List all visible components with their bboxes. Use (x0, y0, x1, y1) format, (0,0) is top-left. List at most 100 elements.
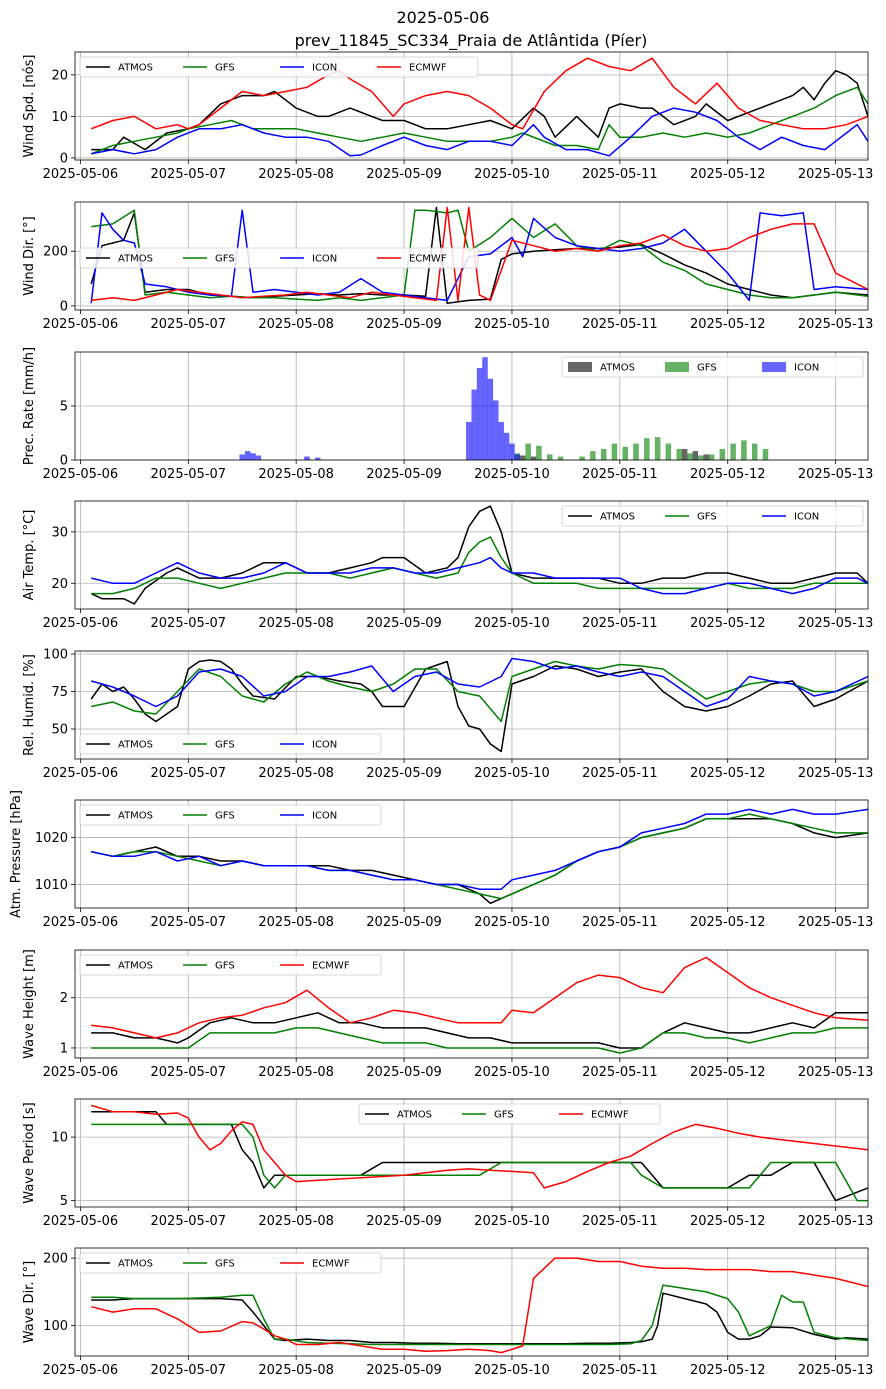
x-tick-label: 2025-05-11 (582, 1363, 658, 1378)
y-tick-label: 1 (60, 1041, 68, 1056)
legend: ATMOS GFS ICON (561, 505, 864, 527)
x-tick-label: 2025-05-07 (151, 1363, 227, 1378)
bar-icon (476, 368, 483, 460)
legend-label: GFS (494, 1110, 514, 1121)
x-tick-label: 2025-05-12 (690, 467, 766, 482)
legend-label: ATMOS (397, 1110, 432, 1121)
x-tick-label: 2025-05-08 (258, 167, 334, 182)
bar-atmos (703, 454, 709, 460)
legend-label: GFS (215, 811, 235, 822)
y-tick-label: 0 (60, 454, 68, 469)
y-axis-label: Atm. Pressure [hPa] (9, 790, 24, 918)
y-tick-label: 20 (51, 68, 68, 83)
legend-label: ECMWF (409, 63, 447, 74)
x-tick-label: 2025-05-13 (798, 1363, 874, 1378)
bar-gfs (730, 443, 736, 460)
bar-gfs (752, 443, 758, 460)
axes-frame (74, 500, 869, 610)
legend-label: GFS (215, 740, 235, 751)
panel-9: 2025-05-06 2025-05-07 2025-05-08 2025-05-09… (22, 1247, 874, 1378)
legend: ATMOS GFS ICON ECMWF (79, 247, 479, 269)
series-line-icon (91, 808, 868, 890)
bar-gfs (644, 438, 650, 460)
y-axis-label: Prec. Rate [mm/h] (22, 347, 37, 465)
series-line-icon (90, 657, 868, 708)
x-tick-label: 2025-05-06 (43, 766, 119, 781)
bar-gfs (611, 443, 618, 460)
y-axis-label: Rel. Humid. [%] (22, 654, 37, 756)
bar-icon (498, 422, 504, 460)
x-tick-label: 2025-05-08 (258, 616, 334, 631)
x-tick-label: 2025-05-11 (582, 167, 658, 182)
x-tick-label: 2025-05-12 (690, 1214, 766, 1229)
x-tick-label: 2025-05-11 (582, 766, 658, 781)
legend-label: ATMOS (600, 363, 635, 374)
x-tick-label: 2025-05-13 (798, 1065, 874, 1080)
x-tick-label: 2025-05-09 (366, 1214, 442, 1229)
legend-label: GFS (215, 254, 235, 265)
bar-atmos (530, 456, 537, 460)
bar-gfs (741, 440, 747, 460)
x-tick-label: 2025-05-07 (151, 766, 227, 781)
bar-icon (493, 400, 499, 460)
bar-gfs (633, 443, 639, 460)
series-line-ecmwf (91, 1257, 868, 1354)
legend-label: ICON (794, 512, 819, 523)
x-tick-label: 2025-05-12 (690, 1363, 766, 1378)
x-tick-label: 2025-05-06 (43, 317, 119, 332)
legend-label: ATMOS (118, 811, 153, 822)
figure-title: 2025-05-06 (397, 8, 490, 27)
y-tick-label: 200 (43, 1252, 68, 1267)
panel-8: 2025-05-06 2025-05-07 2025-05-08 2025-05-09… (22, 1098, 873, 1229)
axes-frame (74, 1247, 869, 1357)
series-line-atmos (91, 1292, 868, 1345)
x-tick-label: 2025-05-11 (582, 1065, 658, 1080)
plot-area (90, 1104, 868, 1202)
x-tick-label: 2025-05-10 (474, 317, 550, 332)
axes-frame (74, 1098, 869, 1208)
x-tick-label: 2025-05-09 (366, 1363, 442, 1378)
series-line-atmos (91, 818, 868, 905)
legend: ATMOS GFS ECMWF (79, 1252, 382, 1274)
legend-label: ICON (312, 254, 337, 265)
panel-1: 2025-05-06 2025-05-07 2025-05-08 2025-05-09… (22, 51, 873, 182)
bar-icon (471, 389, 477, 460)
series-line-atmos (90, 659, 868, 753)
y-tick-label: 5 (60, 400, 68, 415)
y-axis-label: Wave Height [m] (22, 949, 37, 1059)
x-tick-label: 2025-05-09 (366, 1065, 442, 1080)
bar-gfs (698, 455, 704, 460)
y-tick-label: 10 (51, 110, 68, 125)
legend-label: ICON (794, 363, 819, 374)
plot-area (90, 657, 868, 753)
x-tick-label: 2025-05-13 (798, 467, 874, 482)
legend: ATMOS GFS ECMWF (79, 954, 382, 976)
bar-gfs (687, 453, 693, 460)
bar-gfs (536, 445, 542, 460)
x-tick-label: 2025-05-08 (258, 1214, 334, 1229)
y-axis-label: Wave Dir. [°] (22, 1261, 37, 1344)
y-tick-label: 20 (51, 577, 68, 592)
x-tick-label: 2025-05-07 (151, 467, 227, 482)
panel-4: 2025-05-06 2025-05-07 2025-05-08 2025-05-09… (22, 500, 873, 631)
legend: ATMOS GFS ICON (561, 356, 864, 378)
plot-area (90, 57, 868, 157)
legend-label: ATMOS (118, 1259, 153, 1270)
x-tick-label: 2025-05-10 (474, 766, 550, 781)
bar-icon (482, 357, 488, 460)
panel-5: 2025-05-06 2025-05-07 2025-05-08 2025-05-09… (22, 648, 873, 782)
y-tick-label: 2 (60, 991, 68, 1006)
legend-box (358, 1103, 661, 1125)
bar-gfs (557, 456, 564, 460)
bar-icon (239, 454, 245, 460)
x-tick-label: 2025-05-12 (690, 915, 766, 930)
legend-box (561, 505, 864, 527)
panel-2: 2025-05-06 2025-05-07 2025-05-08 2025-05-09… (22, 201, 873, 332)
axes-frame (74, 51, 869, 161)
series-line-gfs (91, 1027, 868, 1054)
legend-label: ATMOS (118, 740, 153, 751)
y-tick-label: 1010 (35, 878, 68, 893)
bar-atmos (692, 451, 699, 460)
y-axis-label: Air Temp. [°C] (22, 510, 37, 601)
x-tick-label: 2025-05-09 (366, 467, 442, 482)
